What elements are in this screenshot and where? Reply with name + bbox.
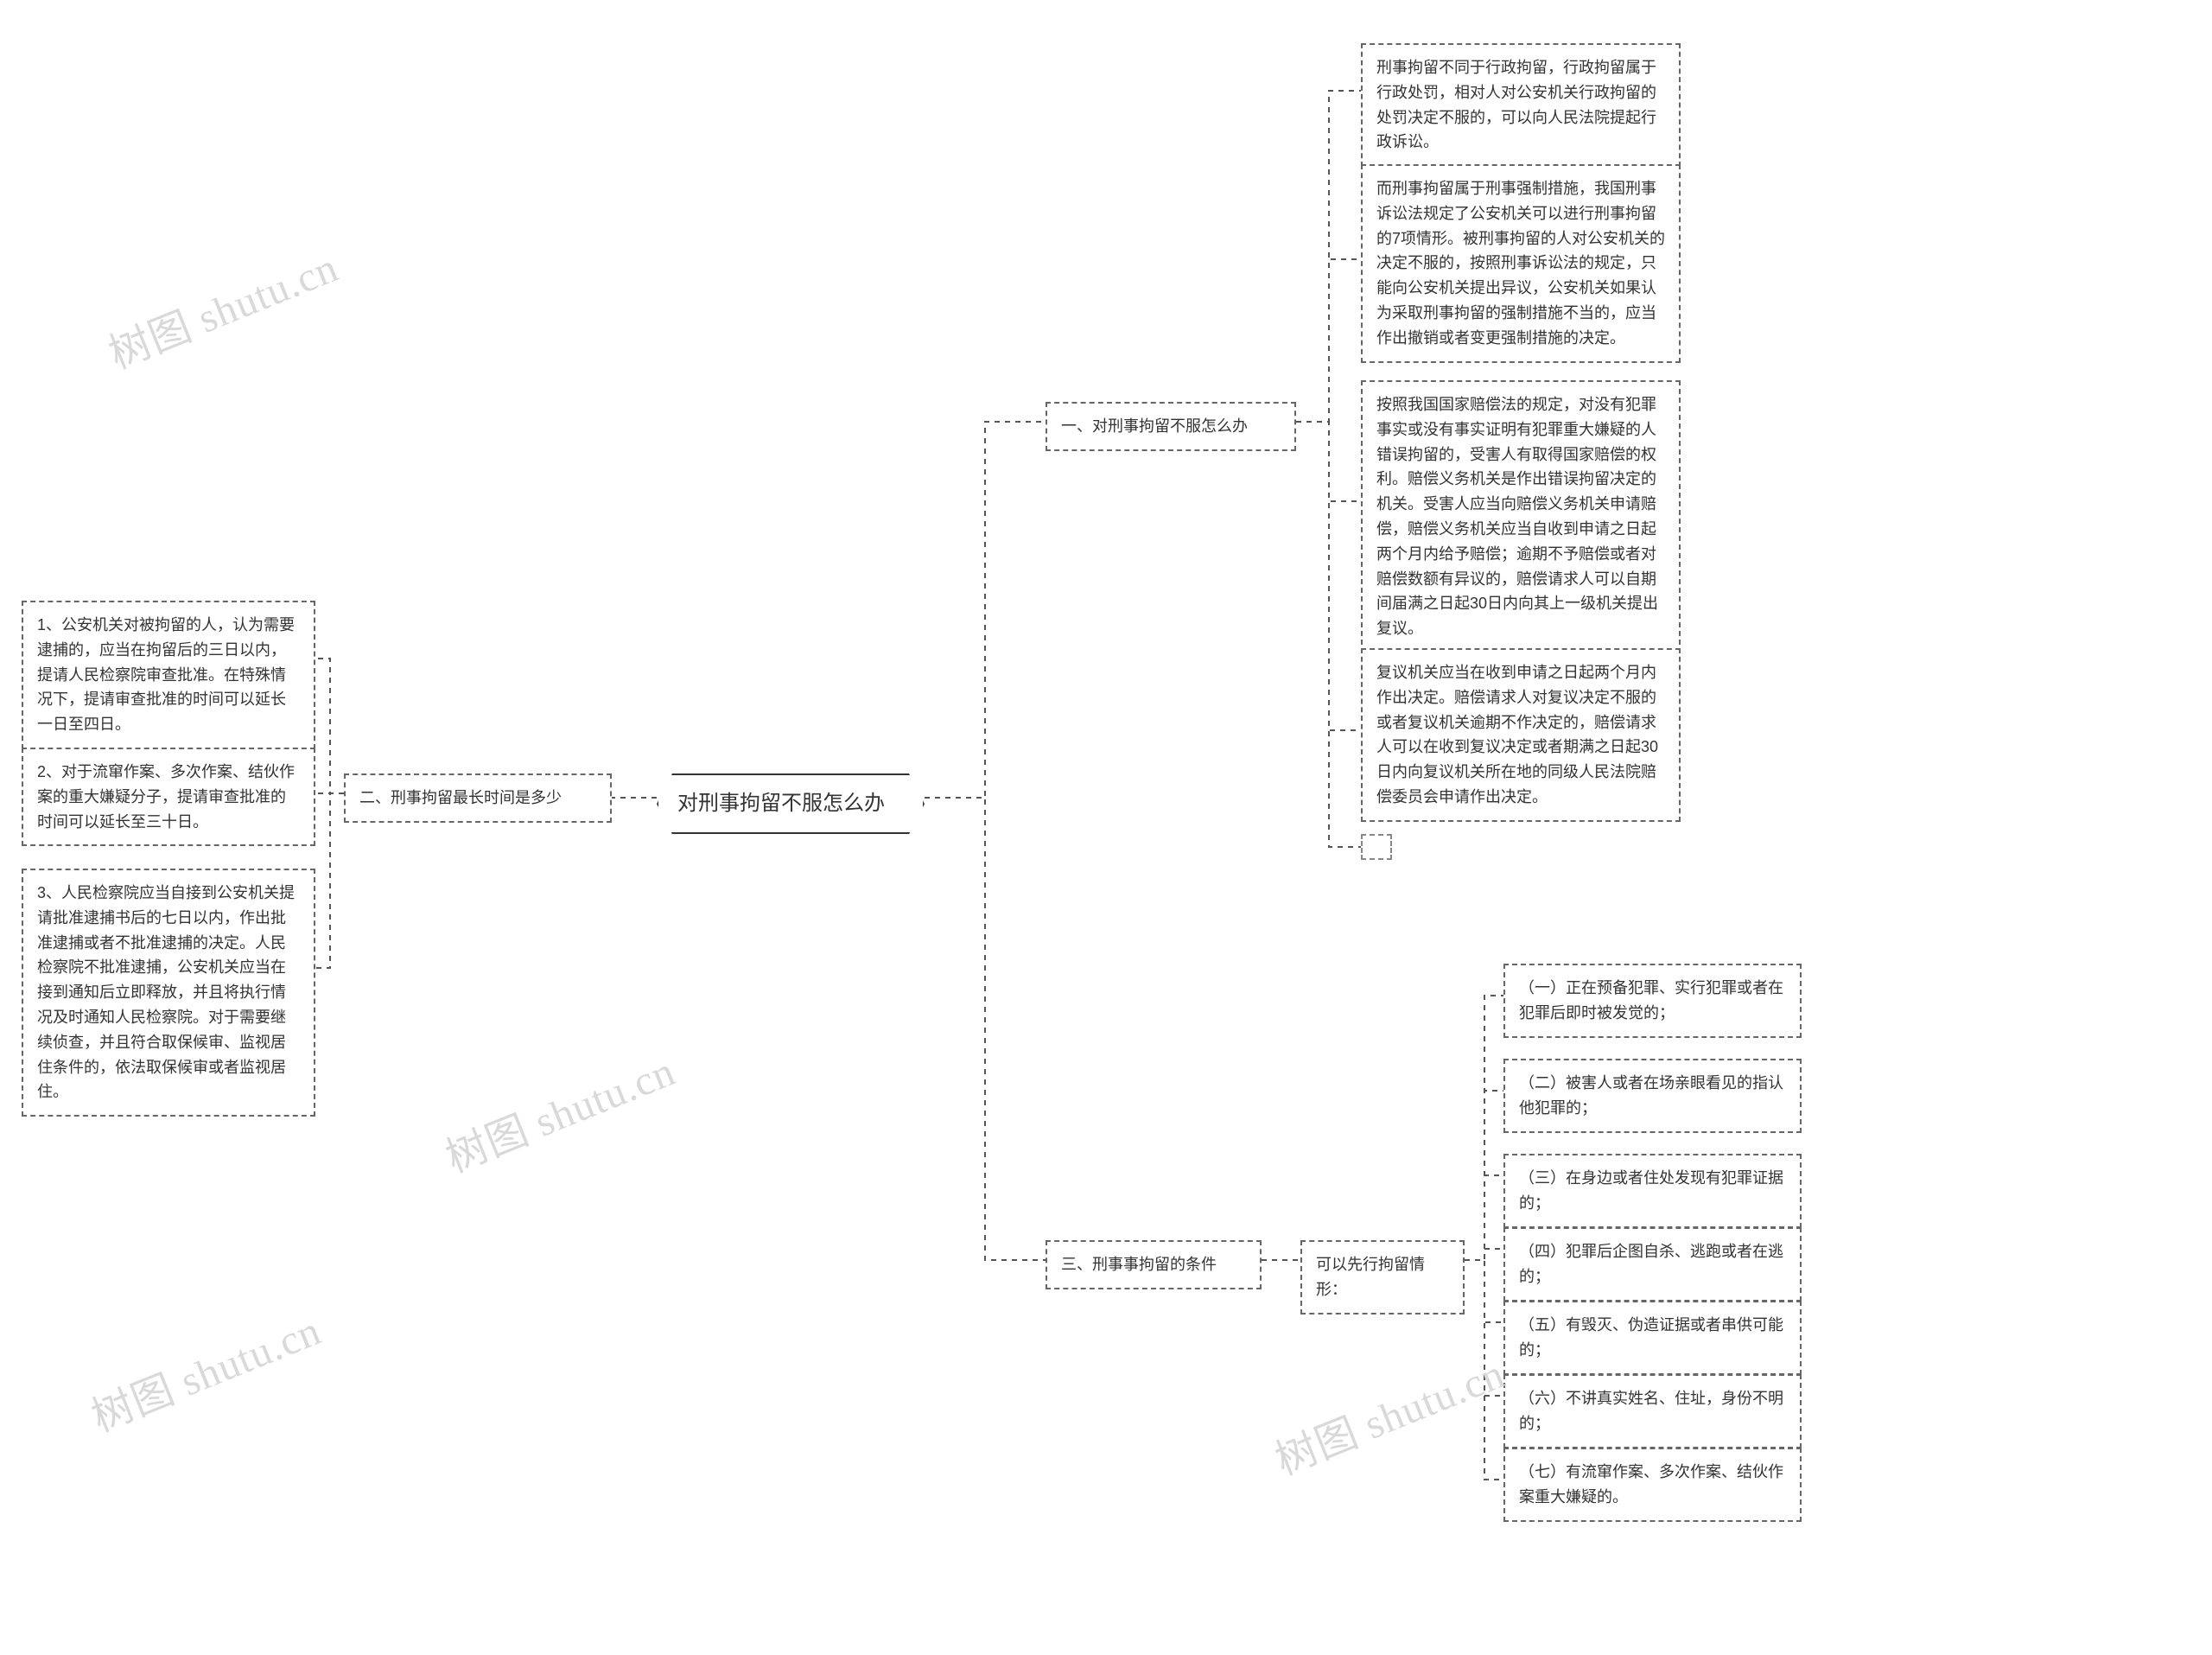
branch1-child-2: 按照我国国家赔偿法的规定，对没有犯罪事实或没有事实证明有犯罪重大嫌疑的人错误拘留… [1361,380,1681,653]
branch3-child-4: （五）有毁灭、伪造证据或者串供可能的； [1503,1301,1802,1375]
branch1-empty-child [1361,834,1392,860]
center-node: 对刑事拘留不服怎么办 [657,773,925,834]
branch2-child-1-text: 2、对于流窜作案、多次作案、结伙作案的重大嫌疑分子，提请审查批准的时间可以延长至… [37,763,295,831]
branch2-child-0-text: 1、公安机关对被拘留的人，认为需要逮捕的，应当在拘留后的三日以内，提请人民检察院… [37,616,295,733]
branch3-child-3-text: （四）犯罪后企图自杀、逃跑或者在逃的； [1519,1243,1783,1285]
branch3-sub-label: 可以先行拘留情形： [1316,1256,1425,1298]
branch3-child-1-text: （二）被害人或者在场亲眼看见的指认他犯罪的； [1519,1074,1783,1117]
branch2-child-0: 1、公安机关对被拘留的人，认为需要逮捕的，应当在拘留后的三日以内，提请人民检察院… [22,601,315,749]
branch3-child-5-text: （六）不讲真实姓名、住址，身份不明的； [1519,1390,1783,1432]
branch1-child-1-text: 而刑事拘留属于刑事强制措施，我国刑事诉讼法规定了公安机关可以进行刑事拘留的7项情… [1376,180,1665,347]
center-label: 对刑事拘留不服怎么办 [677,792,885,815]
branch3-child-0: （一）正在预备犯罪、实行犯罪或者在犯罪后即时被发觉的； [1503,964,1802,1038]
branch3-sub-node: 可以先行拘留情形： [1300,1240,1465,1314]
branch1-child-0: 刑事拘留不同于行政拘留，行政拘留属于行政处罚，相对人对公安机关行政拘留的处罚决定… [1361,43,1681,167]
connector-lines [0,0,2212,1655]
branch3-child-6-text: （七）有流窜作案、多次作案、结伙作案重大嫌疑的。 [1519,1463,1783,1505]
branch3-child-2: （三）在身边或者住处发现有犯罪证据的； [1503,1154,1802,1228]
branch1-child-3-text: 复议机关应当在收到申请之日起两个月内作出决定。赔偿请求人对复议决定不服的或者复议… [1376,664,1658,805]
branch1-child-3: 复议机关应当在收到申请之日起两个月内作出决定。赔偿请求人对复议决定不服的或者复议… [1361,648,1681,822]
branch3-child-2-text: （三）在身边或者住处发现有犯罪证据的； [1519,1169,1783,1212]
branch1-child-0-text: 刑事拘留不同于行政拘留，行政拘留属于行政处罚，相对人对公安机关行政拘留的处罚决定… [1376,59,1656,150]
branch3-child-0-text: （一）正在预备犯罪、实行犯罪或者在犯罪后即时被发觉的； [1519,979,1783,1022]
branch2-child-2-text: 3、人民检察院应当自接到公安机关提请批准逮捕书后的七日以内，作出批准逮捕或者不批… [37,884,295,1100]
branch3-label: 三、刑事事拘留的条件 [1061,1256,1217,1273]
watermark: 树图 shutu.cn [99,233,346,380]
branch1-node: 一、对刑事拘留不服怎么办 [1046,402,1296,451]
watermark-text: 树图 shutu.cn [1269,1351,1511,1484]
branch3-child-5: （六）不讲真实姓名、住址，身份不明的； [1503,1374,1802,1448]
branch3-node: 三、刑事事拘留的条件 [1046,1240,1262,1289]
branch1-child-1: 而刑事拘留属于刑事强制措施，我国刑事诉讼法规定了公安机关可以进行刑事拘留的7项情… [1361,164,1681,363]
branch1-child-2-text: 按照我国国家赔偿法的规定，对没有犯罪事实或没有事实证明有犯罪重大嫌疑的人错误拘留… [1376,396,1658,637]
branch3-child-6: （七）有流窜作案、多次作案、结伙作案重大嫌疑的。 [1503,1448,1802,1522]
watermark-text: 树图 shutu.cn [103,245,345,378]
branch2-child-1: 2、对于流窜作案、多次作案、结伙作案的重大嫌疑分子，提请审查批准的时间可以延长至… [22,748,315,846]
branch2-label: 二、刑事拘留最长时间是多少 [359,789,562,806]
watermark: 树图 shutu.cn [435,1037,683,1184]
branch1-label: 一、对刑事拘留不服怎么办 [1061,417,1248,435]
watermark-text: 树图 shutu.cn [86,1308,327,1441]
watermark: 树图 shutu.cn [1265,1340,1512,1486]
watermark-text: 树图 shutu.cn [440,1048,682,1181]
branch3-child-4-text: （五）有毁灭、伪造证据或者串供可能的； [1519,1316,1783,1359]
watermark: 树图 shutu.cn [81,1296,328,1443]
branch2-node: 二、刑事拘留最长时间是多少 [344,773,612,823]
branch3-child-1: （二）被害人或者在场亲眼看见的指认他犯罪的； [1503,1059,1802,1133]
branch2-child-2: 3、人民检察院应当自接到公安机关提请批准逮捕书后的七日以内，作出批准逮捕或者不批… [22,869,315,1117]
branch3-child-3: （四）犯罪后企图自杀、逃跑或者在逃的； [1503,1227,1802,1302]
